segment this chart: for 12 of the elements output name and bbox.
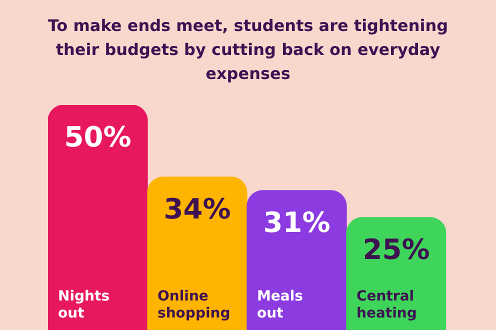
data-label: 34% [164, 192, 231, 226]
chart-title: To make ends meet, students are tightening their budgets by cutting back on everyday expenses [46, 15, 450, 85]
x-tick-label: Meals out [257, 288, 304, 322]
data-label: 31% [263, 206, 330, 239]
data-label: 25% [362, 232, 430, 266]
x-tick-label: Online shopping [158, 288, 230, 322]
x-tick-label: Nights out [58, 288, 110, 322]
data-label: 50% [64, 120, 132, 154]
bar [48, 105, 148, 330]
bar [147, 176, 248, 330]
x-tick-label: Central heating [356, 288, 417, 322]
bar [246, 190, 347, 330]
